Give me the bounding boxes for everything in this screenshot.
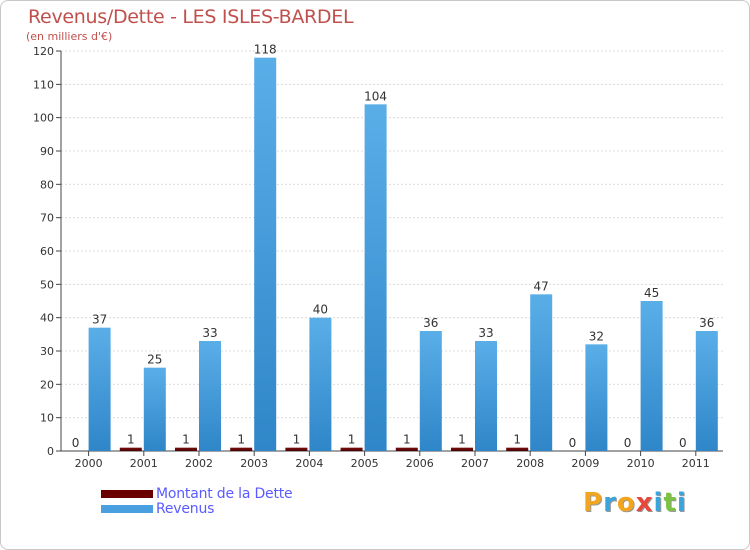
y-tick-label: 80 [40,178,54,191]
bar-dette-2006 [395,447,418,451]
bar-revenus-2008 [530,294,553,451]
logo-letter: x [635,488,654,518]
bar-dette-2003 [230,447,253,451]
y-tick-label: 110 [33,78,54,91]
x-tick-label: 2007 [461,457,489,470]
chart-subtitle: (en milliers d'€) [26,30,113,43]
y-tick-label: 40 [40,312,54,325]
bar-revenus-2007 [475,341,497,451]
y-tick-label: 70 [40,212,54,225]
labels-layer: 0 37 1 25 1 33 1 118 1 40 1 104 1 36 1 33 1 47 0 32 0 45 0 36 [72,43,715,450]
legend-swatch-dette [101,490,153,498]
bar-dette-2002 [175,447,197,451]
y-tick-label: 20 [40,378,54,391]
x-tick-label: 2006 [406,457,434,470]
bar-dette-2005 [340,447,363,451]
data-label-revenus-2011: 36 [699,316,714,330]
bar-revenus-2006 [419,331,442,451]
y-tick-label: 30 [40,345,54,358]
bar-revenus-2010 [640,301,663,451]
data-label-dette-2001: 1 [127,433,135,447]
bar-dette-2008 [506,447,529,451]
bar-dette-2004 [285,447,308,451]
proxiti-logo: Proxiti [583,488,687,518]
x-tick-label: 2005 [351,457,379,470]
legend-label-dette: Montant de la Dette [156,486,293,502]
data-label-revenus-2008: 47 [534,279,549,293]
y-tick-label: 100 [33,112,54,125]
data-label-revenus-2000: 37 [92,313,107,327]
bar-revenus-2000 [88,327,111,451]
data-label-revenus-2007: 33 [478,326,493,340]
data-label-revenus-2006: 36 [423,316,438,330]
legend-swatch-revenus [101,505,153,513]
x-tick-label: 2010 [627,457,655,470]
data-label-revenus-2003: 118 [254,43,277,57]
data-label-revenus-2002: 33 [202,326,217,340]
bar-revenus-2004 [309,317,332,451]
bar-revenus-2011 [695,331,718,451]
data-label-revenus-2010: 45 [644,286,659,300]
bar-dette-2007 [451,447,473,451]
x-tick-label: 2003 [240,457,268,470]
bars-layer [88,57,718,452]
data-label-dette-2011: 0 [679,436,687,450]
logo-letter: t [663,488,677,518]
chart-title: Revenus/Dette - LES ISLES-BARDEL [28,6,354,28]
x-tick-label: 2009 [571,457,599,470]
logo-letter: o [616,488,636,518]
logo-letter: r [603,488,617,518]
x-tick-label: 2002 [185,457,213,470]
data-label-revenus-2004: 40 [313,303,328,317]
data-label-dette-2009: 0 [569,436,577,450]
data-label-dette-2010: 0 [624,436,632,450]
x-tick-label: 2000 [75,457,103,470]
bar-revenus-2002 [199,341,221,451]
x-tick-label: 2011 [682,457,710,470]
bar-revenus-2003 [254,57,277,452]
data-label-dette-2002: 1 [182,433,190,447]
logo-letter: i [653,488,664,518]
x-tick-label: 2004 [295,457,323,470]
bar-dette-2001 [119,447,142,451]
data-label-dette-2006: 1 [403,433,411,447]
y-tick-label: 90 [40,145,54,158]
data-label-revenus-2005: 104 [364,89,387,103]
data-label-revenus-2001: 25 [147,353,162,367]
logo-letter: i [676,488,687,518]
data-label-dette-2008: 1 [513,433,521,447]
data-label-dette-2000: 0 [72,436,80,450]
bar-revenus-2009 [585,344,608,451]
bar-revenus-2001 [143,367,166,451]
data-label-revenus-2009: 32 [589,329,604,343]
y-tick-label: 10 [40,412,54,425]
logo-letter: P [583,488,604,518]
bar-revenus-2005 [364,104,387,451]
y-tick-label: 50 [40,278,54,291]
x-tick-label: 2001 [130,457,158,470]
legend-label-revenus: Revenus [156,501,215,517]
y-tick-label: 120 [33,45,54,58]
data-label-dette-2003: 1 [237,433,245,447]
y-tick-label: 0 [47,445,54,458]
data-label-dette-2007: 1 [458,433,466,447]
data-label-dette-2005: 1 [348,433,356,447]
data-label-dette-2004: 1 [293,433,301,447]
x-tick-label: 2008 [516,457,544,470]
y-tick-label: 60 [40,245,54,258]
